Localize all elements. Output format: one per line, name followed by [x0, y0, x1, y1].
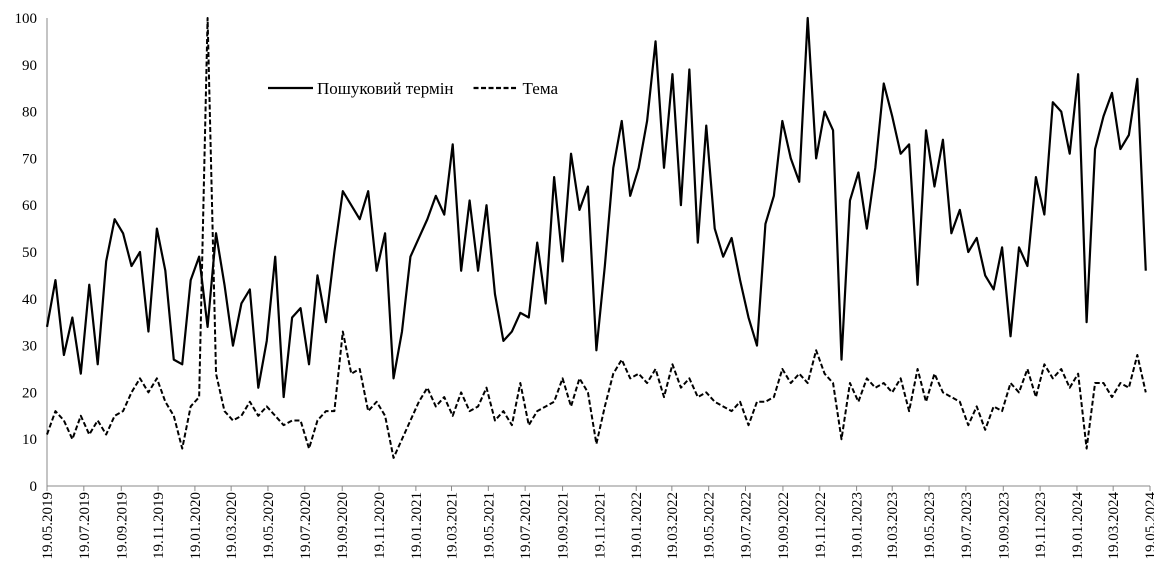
y-tick-label: 30 — [22, 339, 37, 355]
line-series — [45, 16, 1147, 399]
x-tick-label: 19.09.2022 — [776, 492, 792, 560]
x-tick-label: 19.11.2020 — [372, 492, 388, 559]
legend-label: Тема — [523, 79, 559, 98]
x-tick-label: 19.09.2021 — [556, 492, 572, 560]
x-tick-label: 19.05.2023 — [922, 492, 938, 560]
x-tick-label: 19.07.2023 — [959, 492, 975, 560]
x-tick-label: 19.09.2020 — [335, 492, 351, 560]
y-tick-label: 50 — [22, 245, 37, 261]
y-tick-label: 100 — [15, 11, 38, 27]
legend-label: Пошуковий термін — [317, 79, 454, 98]
x-tick-label: 19.11.2019 — [151, 492, 167, 559]
y-tick-label: 20 — [22, 385, 37, 401]
y-tick-label: 80 — [22, 105, 37, 121]
line-series — [46, 17, 1147, 459]
y-tick-label: 10 — [22, 432, 37, 448]
x-tick-label: 19.03.2020 — [224, 492, 240, 560]
y-tick-label: 90 — [22, 58, 37, 74]
x-tick-label: 19.07.2021 — [518, 492, 534, 560]
x-tick-label: 19.01.2021 — [409, 492, 425, 560]
x-tick-label: 19.05.2020 — [261, 492, 277, 560]
x-tick-label: 19.03.2023 — [885, 492, 901, 560]
x-tick-label: 19.07.2022 — [739, 492, 755, 560]
x-tick-label: 19.01.2020 — [188, 492, 204, 560]
x-tick-label: 19.07.2019 — [77, 492, 93, 560]
x-tick-label: 19.03.2024 — [1106, 492, 1122, 560]
x-tick-label: 19.01.2022 — [629, 492, 645, 560]
y-tick-label: 70 — [22, 151, 37, 167]
x-tick-label: 19.11.2022 — [813, 492, 829, 559]
x-tick-label: 19.05.2022 — [702, 492, 718, 560]
x-tick-label: 19.05.2019 — [40, 492, 56, 560]
x-tick-label: 19.03.2022 — [665, 492, 681, 560]
x-tick-label: 19.05.2024 — [1143, 492, 1154, 560]
x-tick-label: 19.03.2021 — [444, 492, 460, 560]
x-tick-label: 19.07.2020 — [298, 492, 314, 560]
y-tick-label: 60 — [22, 198, 37, 214]
x-tick-label: 19.11.2021 — [592, 492, 608, 559]
x-tick-label: 19.05.2021 — [481, 492, 497, 560]
y-tick-label: 0 — [30, 479, 38, 495]
x-tick-label: 19.09.2023 — [996, 492, 1012, 560]
x-tick-label: 19.01.2024 — [1070, 492, 1086, 560]
x-tick-label: 19.09.2019 — [114, 492, 130, 560]
x-tick-label: 19.11.2023 — [1033, 492, 1049, 559]
y-tick-label: 40 — [22, 292, 37, 308]
x-tick-label: 19.01.2023 — [850, 492, 866, 560]
